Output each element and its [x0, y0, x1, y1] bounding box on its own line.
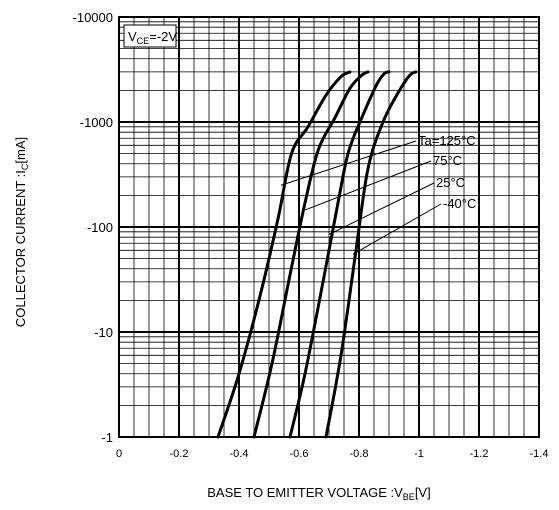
- y-tick-labels: -1 -10 -100 -1000 -10000: [73, 10, 113, 445]
- x-tick-label: -0.8: [350, 448, 369, 460]
- x-axis-label: BASE TO EMITTER VOLTAGE :VBE[V]: [207, 485, 430, 502]
- y-tick-label: -10000: [73, 10, 113, 25]
- condition-box: VCE=-2V: [123, 24, 177, 48]
- y-axis-label-sub: C: [20, 163, 30, 170]
- x-tick-labels: 0 -0.2 -0.4 -0.6 -0.8 -1 -1.2 -1.4: [116, 448, 549, 460]
- condition-sub: CE: [137, 36, 150, 46]
- x-tick-label: -0.2: [170, 448, 189, 460]
- grid: [118, 16, 540, 438]
- y-tick-label: -1: [101, 430, 113, 445]
- series-annotations: Ta=125°C 75°C 25°C -40°C: [280, 133, 476, 255]
- plot-frame: [118, 16, 540, 438]
- condition-box-frame: [123, 24, 177, 48]
- series-leader-line: [304, 160, 432, 211]
- y-tick-label: -100: [87, 220, 113, 235]
- x-tick-label: -0.6: [290, 448, 309, 460]
- x-axis-label-unit: [V]: [415, 485, 431, 500]
- series-leader-line: [352, 203, 442, 255]
- y-tick-label: -1000: [80, 115, 113, 130]
- x-tick-label: 0: [116, 448, 122, 460]
- x-axis-label-main: BASE TO EMITTER VOLTAGE :V: [207, 485, 403, 500]
- series-group: [216, 70, 418, 439]
- condition-main: V: [128, 29, 137, 44]
- y-axis-label-unit: [mA]: [13, 137, 28, 164]
- y-axis-label: COLLECTOR CURRENT :IC[mA]: [13, 137, 30, 327]
- series-leader-line: [328, 182, 435, 235]
- x-tick-label: -1.2: [470, 448, 489, 460]
- series-label: 75°C: [433, 153, 462, 168]
- x-tick-label: -1.4: [530, 448, 549, 460]
- series-line-minus40c: [324, 70, 418, 439]
- condition-rest: =-2V: [149, 29, 177, 44]
- y-axis-label-main: COLLECTOR CURRENT :I: [13, 170, 28, 327]
- series-label: -40°C: [443, 196, 476, 211]
- series-label: Ta=125°C: [418, 133, 476, 148]
- series-line-75c: [252, 70, 370, 439]
- x-tick-label: -1: [414, 448, 424, 460]
- x-axis-label-sub: BE: [403, 492, 415, 502]
- y-tick-label: -10: [94, 325, 113, 340]
- series-line-25c: [288, 70, 391, 439]
- series-leader-line: [280, 140, 417, 186]
- series-label: 25°C: [436, 175, 465, 190]
- condition-label: VCE=-2V: [128, 29, 177, 46]
- x-tick-label: -0.4: [230, 448, 249, 460]
- series-line-125c: [216, 70, 352, 439]
